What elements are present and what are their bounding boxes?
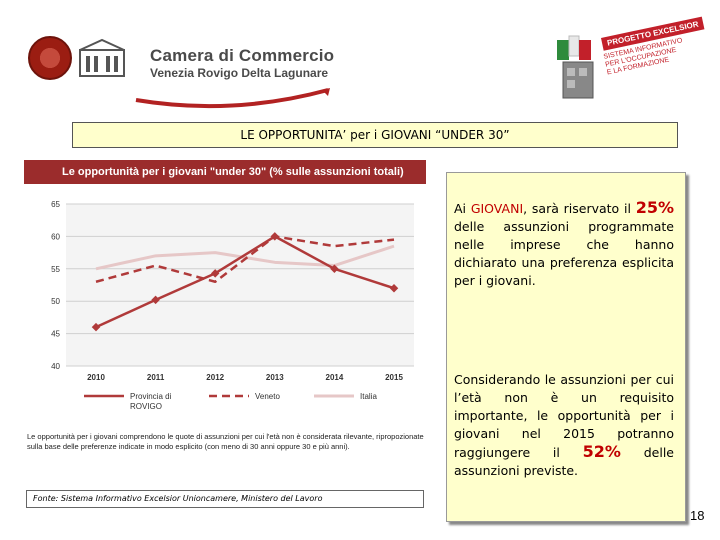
- line-chart: 40 45 50 55 60 65 2010 2011 2012 2013 2014 2015 Prov…: [51, 200, 414, 411]
- p1-text-a: Ai: [454, 201, 471, 216]
- y-tick-label: 45: [51, 330, 60, 339]
- p2-text-a: Considerando le assunzioni per cui l’età…: [454, 372, 674, 460]
- chamber-logo: Camera di Commercio Venezia Rovigo Delta…: [28, 36, 334, 116]
- x-tick-label: 2010: [87, 373, 105, 382]
- slide-title: LE OPPORTUNITA’ per i GIOVANI “UNDER 30”: [72, 122, 678, 148]
- x-tick-label: 2014: [326, 373, 344, 382]
- plot-area: [66, 204, 414, 366]
- p2-text-b: delle assunzioni previste.: [454, 445, 674, 478]
- org-name: Camera di Commercio: [150, 46, 335, 65]
- y-tick-label: 55: [51, 265, 60, 274]
- chart-title: Le opportunità per i giovani "under 30" …: [24, 160, 426, 184]
- legend-label: Provincia di ROVIGO: [130, 392, 172, 411]
- data-point: [270, 232, 280, 241]
- legend-label: Italia: [360, 392, 377, 401]
- y-tick-label: 65: [51, 200, 60, 209]
- org-subtitle: Venezia Rovigo Delta Lagunare: [150, 66, 329, 80]
- page-number: 18: [690, 508, 705, 523]
- x-tick-label: 2012: [206, 373, 224, 382]
- y-tick-label: 40: [51, 362, 60, 371]
- source-note: Fonte: Sistema Informativo Excelsior Uni…: [26, 490, 424, 508]
- gondola-icon: [135, 88, 330, 109]
- data-point: [330, 264, 339, 274]
- x-tick-label: 2015: [385, 373, 403, 382]
- text-panel: Ai GIOVANI, sarà riservato il 25% delle …: [446, 172, 686, 522]
- chart: Le opportunità per i giovani "under 30" …: [24, 160, 426, 470]
- data-point: [389, 283, 399, 293]
- cube-icon: [557, 35, 594, 99]
- x-tick-label: 2011: [147, 373, 165, 382]
- y-tick-label: 50: [51, 297, 60, 306]
- y-tick-label: 60: [51, 232, 60, 241]
- p1-text-b: , sarà riservato il: [523, 201, 636, 216]
- p1-text-c: delle assunzioni programmate nelle impre…: [454, 219, 674, 288]
- series-line-solid-markers: [95, 235, 395, 329]
- series-line-light: [95, 244, 395, 271]
- series-line-dashed: [95, 235, 395, 284]
- excelsior-logo: PROGETTO EXCELSIOR SISTEMA INFORMATIVO P…: [555, 16, 705, 106]
- lion-seal-icon: [28, 36, 72, 80]
- p1-percent: 25%: [635, 198, 674, 217]
- p1-highlight: GIOVANI: [470, 201, 524, 216]
- chart-note: Le opportunità per i giovani comprendono…: [27, 432, 424, 451]
- paragraph-age-irrelevant: Considerando le assunzioni per cui l’età…: [454, 371, 674, 480]
- legend-label: Veneto: [255, 392, 280, 401]
- x-tick-label: 2013: [266, 373, 284, 382]
- data-point: [91, 322, 101, 332]
- p2-percent: 52%: [582, 442, 621, 461]
- data-point: [210, 269, 220, 278]
- building-icon: [79, 38, 125, 77]
- paragraph-youth-share: Ai GIOVANI, sarà riservato il 25% delle …: [454, 199, 674, 290]
